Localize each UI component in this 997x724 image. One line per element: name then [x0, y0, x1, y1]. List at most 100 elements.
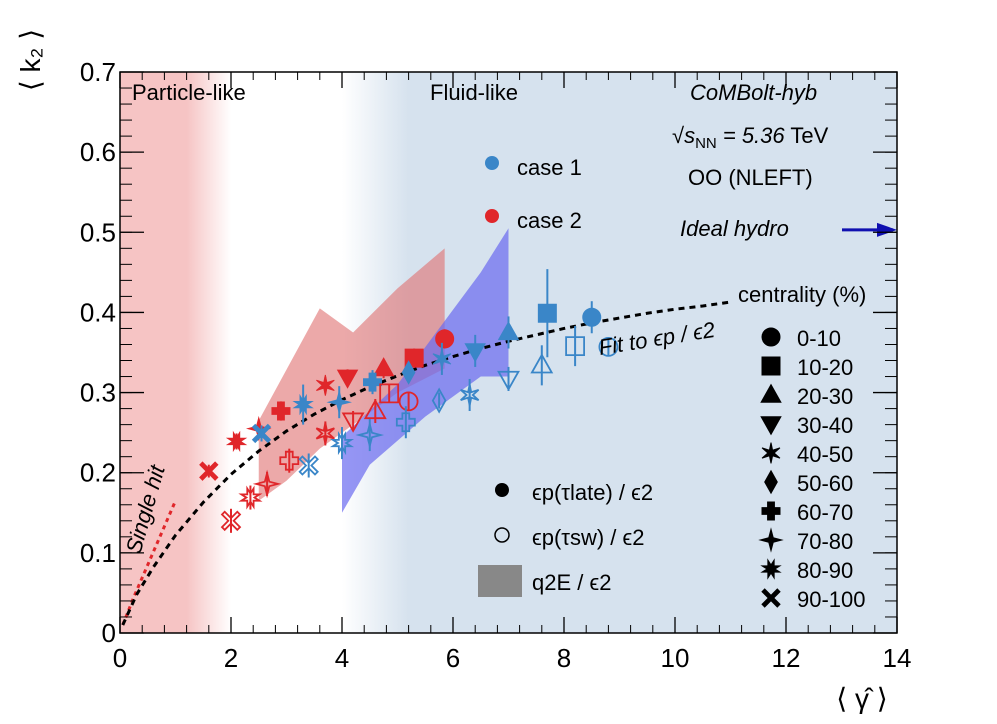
point-case-2-late-60-70 [271, 401, 291, 421]
point-case-1-sw-0-10 [598, 336, 619, 357]
point-case-2-sw-0-10 [398, 391, 419, 412]
point-case-1-sw-30-40 [497, 370, 520, 392]
legend-late-label: ϵp(τlate) / ϵ2 [532, 480, 653, 505]
legend-case-1-label: case 1 [517, 155, 582, 180]
point-case-1-late-10-20 [537, 303, 557, 323]
legend-centrality-label-50-60: 50-60 [797, 471, 853, 496]
legend-sw-text: ϵp(τsw) / ϵ2 [532, 525, 644, 550]
legend-centrality-marker-20-30 [760, 383, 782, 403]
x-tick-label: 2 [224, 643, 238, 673]
legend-centrality-marker-40-50 [761, 442, 781, 464]
point-case-2-sw-40-50 [315, 422, 335, 444]
legend-centrality-marker-30-40 [760, 416, 782, 436]
legend-centrality-label-0-10: 0-10 [797, 326, 841, 351]
legend-centrality-marker-50-60 [764, 469, 778, 495]
ideal-hydro-arrow-head [877, 222, 897, 237]
point-case-2-sw-90-100 [220, 510, 242, 532]
legend-late-marker [495, 483, 509, 497]
y-tick-label: 0.7 [80, 57, 116, 87]
legend-centrality-label-30-40: 30-40 [797, 413, 853, 438]
particle-like-region [120, 72, 231, 633]
point-case-1-late-0-10 [582, 307, 602, 327]
point-case-2-late-90-100 [199, 461, 219, 481]
legend-centrality-label-60-70: 60-70 [797, 500, 853, 525]
y-tick-label: 0.3 [80, 378, 116, 408]
y-tick-label: 0.4 [80, 297, 116, 327]
model-label: CoMBolt-hyb [690, 80, 817, 105]
energy-value: = 5.36 [717, 123, 786, 148]
point-case-1-late-20-30 [497, 321, 520, 341]
point-case-1-sw-70-80 [355, 420, 385, 450]
legend-centrality-label-70-80: 70-80 [797, 529, 853, 554]
point-case-2-sw-20-30 [363, 398, 387, 420]
point-case-1-late-90-100 [251, 423, 272, 444]
point-case-1-sw-50-60 [431, 387, 447, 414]
legend-centrality-marker-60-70 [761, 501, 781, 521]
region-label-fluid-like: Fluid-like [430, 80, 518, 105]
point-case-2-sw-70-80 [252, 469, 282, 499]
y-tick-label: 0.5 [80, 217, 116, 247]
plot-frame [119, 71, 898, 634]
point-case-1-sw-60-70 [395, 412, 416, 433]
point-case-1-late-40-50 [432, 348, 452, 370]
axes: 0 2 4 6 8 10 12 14 0 0.1 0.2 0.3 0.4 0.5 0.6 0.7 [80, 57, 912, 673]
point-case-1-late-60-70 [363, 372, 383, 392]
legend-late-text: ϵp(τlate) / ϵ2 [532, 480, 653, 505]
point-case-1-sw-20-30 [530, 353, 554, 374]
legend-centrality-marker-90-100 [761, 588, 781, 608]
system-label: OO (NLEFT) [688, 165, 813, 190]
point-case-1-sw-10-20 [565, 336, 585, 356]
legend-centrality-marker-70-80 [758, 527, 784, 553]
x-tick-label: 8 [557, 643, 571, 673]
x-tick-label: 6 [446, 643, 460, 673]
energy-label: √sNN = 5.36 TeV [672, 123, 829, 152]
point-case-1-late-30-40 [464, 343, 486, 363]
y-tick-label: 0 [102, 618, 116, 648]
point-case-2-late-40-50 [316, 374, 335, 396]
point-case-2-sw-10-20 [379, 383, 400, 404]
energy-sub: NN [695, 135, 717, 152]
legend-centrality-label-80-90: 80-90 [797, 558, 853, 583]
point-case-2-sw-60-70 [279, 450, 300, 471]
q2e-band-case-1 [342, 228, 509, 513]
y-tick-label: 0.6 [80, 137, 116, 167]
legend-q2e-text: q2E / ϵ2 [532, 570, 611, 595]
point-case-2-late-20-30 [372, 357, 395, 377]
point-case-1-sw-90-100 [298, 455, 319, 476]
point-case-1-sw-80-90 [329, 430, 355, 456]
region-label-particle-like: Particle-like [132, 80, 246, 105]
point-case-1-sw-40-50 [460, 384, 480, 406]
point-case-2-late-0-10 [435, 329, 455, 349]
x-tick-label: 14 [883, 643, 912, 673]
legend-sw-marker [494, 527, 510, 543]
x-tick-label: 4 [335, 643, 349, 673]
energy-sqrt: √ [672, 123, 685, 148]
y-axis-title: ⟨ k₂ ⟩ [15, 29, 46, 91]
point-case-1-late-50-60 [401, 360, 416, 385]
energy-s: s [684, 123, 695, 148]
legend-centrality-marker-80-90 [760, 558, 782, 580]
data-points [199, 222, 897, 533]
legend-q2e-marker [478, 565, 522, 597]
point-case-2-late-30-40 [336, 369, 359, 389]
legend-centrality-title: centrality (%) [738, 282, 866, 307]
legend-sw-label: ϵp(τsw) / ϵ2 [532, 525, 644, 550]
ideal-hydro-label: Ideal hydro [680, 216, 789, 241]
point-case-2-sw-80-90 [238, 485, 263, 510]
x-axis-title: ⟨ γ̂ ⟩ [836, 683, 887, 714]
legend-case-1-marker [485, 156, 499, 170]
legend-centrality-label-20-30: 20-30 [797, 384, 853, 409]
point-case-1-late-70-80 [326, 389, 352, 415]
legend-centrality-label-90-100: 90-100 [797, 587, 866, 612]
y-tick-label: 0.1 [80, 538, 116, 568]
x-tick-label: 0 [113, 643, 127, 673]
legend-case-2-marker [485, 209, 499, 223]
point-case-1-late-80-90 [292, 393, 314, 416]
x-tick-label: 12 [772, 643, 801, 673]
legend-centrality-label-40-50: 40-50 [797, 442, 853, 467]
legend-centrality-label-10-20: 10-20 [797, 355, 853, 380]
x-tick-label: 10 [661, 643, 690, 673]
legend-case-2-label: case 2 [517, 208, 582, 233]
point-case-2-late-80-90 [225, 430, 248, 453]
